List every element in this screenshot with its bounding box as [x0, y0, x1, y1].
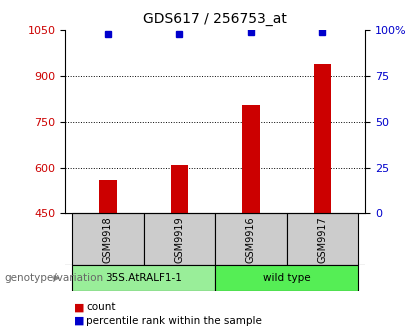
Bar: [72, 265, 215, 291]
Text: 35S.AtRALF1-1: 35S.AtRALF1-1: [105, 273, 182, 283]
Bar: [215, 265, 358, 291]
Bar: [242, 105, 260, 213]
Text: ■: ■: [74, 302, 84, 312]
Text: GSM9916: GSM9916: [246, 216, 256, 263]
Bar: [72, 213, 144, 265]
Bar: [99, 180, 117, 213]
Text: GSM9917: GSM9917: [318, 216, 328, 263]
Text: count: count: [86, 302, 116, 312]
Text: GSM9919: GSM9919: [174, 216, 184, 263]
Text: GDS617 / 256753_at: GDS617 / 256753_at: [143, 12, 287, 26]
Bar: [171, 165, 189, 213]
Text: genotype/variation: genotype/variation: [4, 273, 103, 283]
Bar: [314, 64, 331, 213]
Text: ■: ■: [74, 316, 84, 326]
Bar: [287, 213, 358, 265]
Bar: [215, 213, 287, 265]
Bar: [144, 213, 215, 265]
Text: wild type: wild type: [263, 273, 310, 283]
Text: percentile rank within the sample: percentile rank within the sample: [86, 316, 262, 326]
Text: GSM9918: GSM9918: [103, 216, 113, 263]
